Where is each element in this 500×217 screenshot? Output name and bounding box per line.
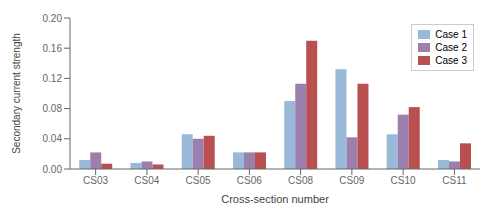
svg-text:0.16: 0.16 [43,43,63,54]
svg-text:0.08: 0.08 [43,103,63,114]
svg-text:CS11: CS11 [442,175,467,186]
html-text:Case 3: Case 3 [435,55,467,66]
svg-text:Secondary current strength: Secondary current strength [11,33,22,154]
svg-text:0.12: 0.12 [43,73,63,84]
svg-text:0.20: 0.20 [43,13,63,24]
svg-text:CS06: CS06 [237,175,262,186]
svg-text:CS08: CS08 [288,175,313,186]
svg-text:0.00: 0.00 [43,164,63,175]
svg-text:CS09: CS09 [339,175,364,186]
svg-text:CS10: CS10 [391,175,416,186]
svg-text:CS05: CS05 [186,175,211,186]
svg-text:0.04: 0.04 [43,133,63,144]
svg-text:CS04: CS04 [134,175,159,186]
svg-text:CS03: CS03 [83,175,108,186]
svg-text:Cross-section number: Cross-section number [221,193,329,205]
html-text:Case 2: Case 2 [435,42,467,53]
html-text:Case 1: Case 1 [435,29,467,40]
